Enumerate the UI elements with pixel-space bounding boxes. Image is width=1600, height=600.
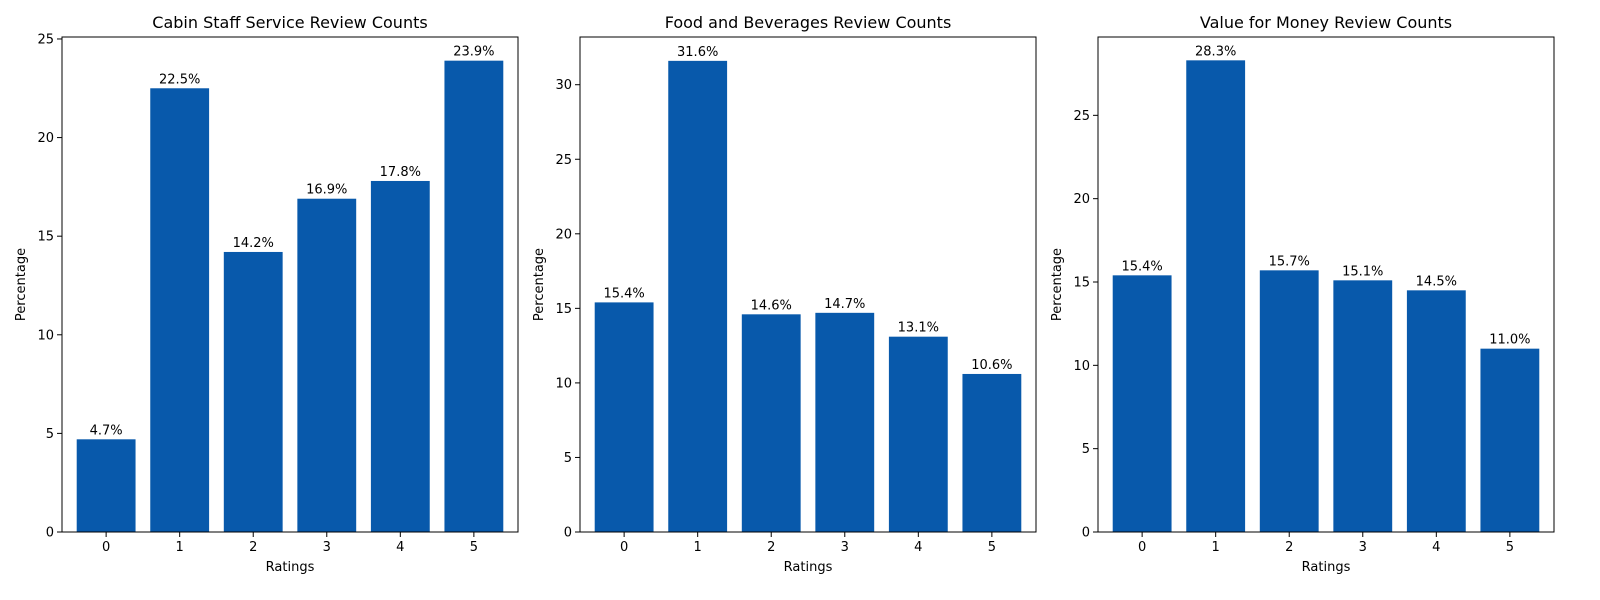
data-label: 11.0% xyxy=(1489,333,1530,348)
y-tick-label: 15 xyxy=(1073,276,1090,291)
data-label: 16.9% xyxy=(306,183,347,198)
y-tick-label: 20 xyxy=(555,227,572,242)
y-tick-label: 25 xyxy=(1073,109,1090,124)
bar-3 xyxy=(297,198,357,533)
data-label: 22.5% xyxy=(159,72,200,87)
x-tick-label: 3 xyxy=(323,540,331,555)
y-tick-label: 15 xyxy=(555,302,572,317)
bar-5 xyxy=(444,60,504,532)
x-tick-label: 1 xyxy=(1212,540,1220,555)
tick-group: 0 1 2 3 4 5 0 5 10 15 20 25 xyxy=(37,32,478,555)
data-label: 15.4% xyxy=(603,286,644,301)
x-tick-label: 0 xyxy=(1138,540,1146,555)
bar-3 xyxy=(815,312,875,532)
data-label: 15.7% xyxy=(1269,254,1310,269)
data-label: 14.7% xyxy=(824,297,865,312)
y-tick-label: 20 xyxy=(37,131,54,146)
x-tick-label: 2 xyxy=(1285,540,1293,555)
x-axis-label: Ratings xyxy=(1302,560,1351,575)
bar-4 xyxy=(370,180,430,532)
x-tick-label: 5 xyxy=(988,540,996,555)
data-label: 14.2% xyxy=(233,236,274,251)
data-label: 13.1% xyxy=(898,321,939,336)
y-tick-label: 15 xyxy=(37,230,54,245)
bar-0 xyxy=(594,302,654,532)
y-tick-label: 5 xyxy=(46,427,54,442)
x-tick-label: 5 xyxy=(470,540,478,555)
y-tick-label: 0 xyxy=(1082,526,1090,541)
y-tick-label: 25 xyxy=(555,153,572,168)
x-tick-label: 2 xyxy=(249,540,257,555)
y-tick-label: 10 xyxy=(37,328,54,343)
data-label: 28.3% xyxy=(1195,44,1236,59)
chart-title: Value for Money Review Counts xyxy=(1200,13,1452,32)
x-tick-label: 2 xyxy=(767,540,775,555)
y-tick-label: 30 xyxy=(555,78,572,93)
data-label: 14.6% xyxy=(751,298,792,313)
y-tick-label: 0 xyxy=(46,526,54,541)
y-tick-label: 10 xyxy=(1073,359,1090,374)
x-axis-label: Ratings xyxy=(266,560,315,575)
y-tick-label: 5 xyxy=(564,451,572,466)
bar-4 xyxy=(888,336,948,532)
x-tick-label: 1 xyxy=(176,540,184,555)
x-tick-label: 4 xyxy=(1432,540,1440,555)
bar-group: 4.7% 22.5% 14.2% 16.9% 17.8% 23.9% xyxy=(76,45,504,533)
tick-group: 0 1 2 3 4 5 0 5 10 15 20 25 30 xyxy=(555,78,996,555)
bar-0 xyxy=(1112,275,1172,532)
x-tick-label: 4 xyxy=(396,540,404,555)
data-label: 15.1% xyxy=(1342,264,1383,279)
data-label: 15.4% xyxy=(1121,259,1162,274)
tick-group: 0 1 2 3 4 5 0 5 10 15 20 25 xyxy=(1073,109,1514,555)
y-tick-label: 0 xyxy=(564,526,572,541)
chart-panel-cabin-staff: Cabin Staff Service Review Counts Rating… xyxy=(14,13,519,575)
data-label: 4.7% xyxy=(90,423,123,438)
y-axis-label: Percentage xyxy=(532,248,547,321)
bar-5 xyxy=(1480,348,1540,532)
data-label: 23.9% xyxy=(453,45,494,60)
y-tick-label: 25 xyxy=(37,32,54,47)
x-tick-label: 0 xyxy=(620,540,628,555)
bar-2 xyxy=(1259,270,1319,532)
y-tick-label: 10 xyxy=(555,376,572,391)
chart-title: Food and Beverages Review Counts xyxy=(665,13,952,32)
data-label: 17.8% xyxy=(380,165,421,180)
bar-group: 15.4% 31.6% 14.6% 14.7% 13.1% 10.6% xyxy=(594,45,1022,533)
x-tick-label: 3 xyxy=(841,540,849,555)
data-label: 14.5% xyxy=(1416,274,1457,289)
x-tick-label: 5 xyxy=(1506,540,1514,555)
bar-4 xyxy=(1406,290,1466,532)
bar-2 xyxy=(741,314,801,532)
data-label: 10.6% xyxy=(971,358,1012,373)
bar-1 xyxy=(150,88,210,532)
plot-frame xyxy=(1097,36,1555,533)
chart-title: Cabin Staff Service Review Counts xyxy=(152,13,427,32)
plot-frame xyxy=(579,36,1037,533)
plot-frame xyxy=(61,36,519,533)
x-tick-label: 3 xyxy=(1359,540,1367,555)
bar-5 xyxy=(962,373,1022,532)
bar-1 xyxy=(668,60,728,533)
bar-2 xyxy=(223,251,283,533)
x-axis-label: Ratings xyxy=(784,560,833,575)
x-tick-label: 1 xyxy=(694,540,702,555)
bar-0 xyxy=(76,439,136,532)
data-label: 31.6% xyxy=(677,45,718,60)
bar-group: 15.4% 28.3% 15.7% 15.1% 14.5% 11.0% xyxy=(1112,44,1540,532)
bar-3 xyxy=(1333,280,1393,532)
chart-panel-value-for-money: Value for Money Review Counts Ratings Pe… xyxy=(1050,13,1555,575)
x-tick-label: 4 xyxy=(914,540,922,555)
y-axis-label: Percentage xyxy=(14,248,29,321)
y-tick-label: 20 xyxy=(1073,192,1090,207)
bar-1 xyxy=(1186,60,1246,532)
y-tick-label: 5 xyxy=(1082,442,1090,457)
y-axis-label: Percentage xyxy=(1050,248,1065,321)
x-tick-label: 0 xyxy=(102,540,110,555)
chart-panel-food-beverages: Food and Beverages Review Counts Ratings… xyxy=(532,13,1037,575)
